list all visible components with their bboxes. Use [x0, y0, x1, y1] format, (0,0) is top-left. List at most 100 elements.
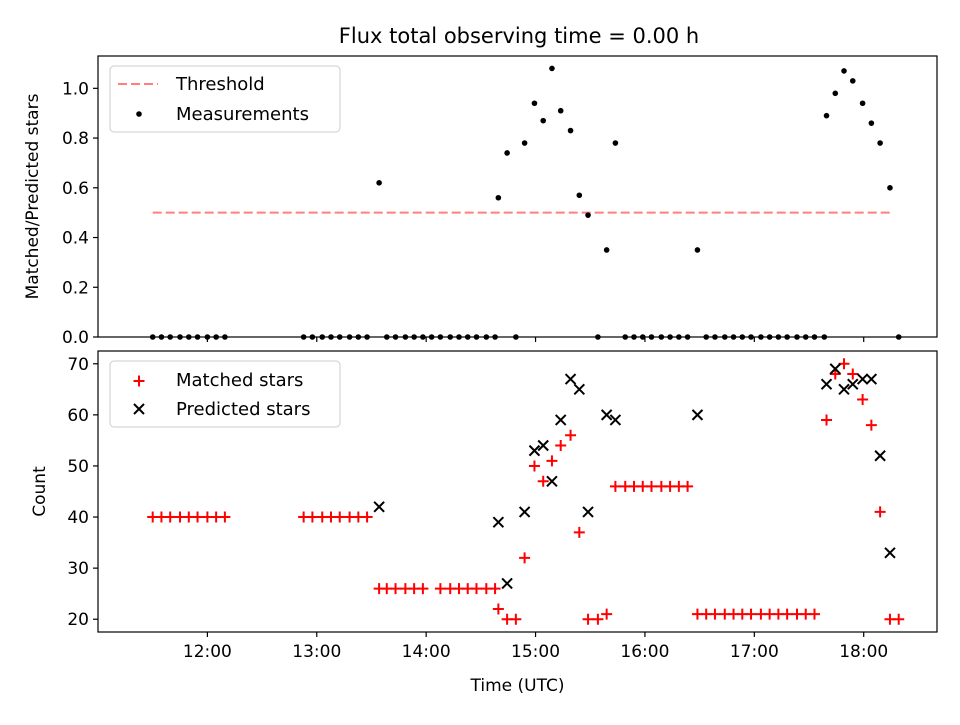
matched-star-point [334, 511, 346, 523]
y-axis-label: Count [30, 466, 50, 517]
measurement-point [540, 117, 547, 124]
y-tick-label: 0.4 [62, 229, 89, 249]
measurement-point [832, 90, 839, 97]
legend-measurements-swatch [136, 111, 142, 117]
measurement-point [841, 68, 847, 74]
matched-star-point [510, 613, 522, 625]
predicted-star-point [582, 506, 594, 518]
predicted-star-point [555, 414, 567, 426]
matched-star-point [219, 511, 231, 523]
y-tick-label: 0.6 [62, 179, 89, 199]
matched-star-point [874, 506, 886, 518]
plot-frame [97, 55, 938, 338]
legend-box [109, 360, 341, 428]
matched-star-point [829, 368, 841, 380]
measurement-point [823, 112, 830, 119]
x-tick-label: 18:00 [839, 642, 888, 662]
matched-star-point [609, 480, 621, 492]
y-tick-label: 70 [67, 355, 89, 375]
matched-star-point [893, 613, 905, 625]
legend-matched-swatch [133, 375, 145, 387]
measurement-point [849, 78, 856, 84]
predicted-star-point [820, 378, 833, 390]
y-tick-label: 0.0 [62, 328, 89, 348]
measurement-point [376, 180, 382, 186]
x-tick-label: 14:00 [402, 642, 451, 662]
matched-star-point [838, 358, 850, 370]
legend-predicted-swatch [133, 403, 145, 415]
matched-star-point [601, 608, 613, 620]
predicted-star-point [546, 475, 558, 487]
measurement-point [549, 65, 555, 72]
measurement-point [585, 212, 591, 218]
legend: Threshold Measurements [109, 65, 341, 133]
x-axis-label: Time (UTC) [470, 676, 565, 696]
measurement-point [531, 100, 538, 107]
measurement-point [859, 100, 866, 107]
predicted-star-point [373, 501, 385, 513]
predicted-star-point [564, 373, 577, 385]
matched-star-point [164, 511, 176, 523]
matched-star-point [537, 475, 549, 487]
predicted-star-point [528, 444, 541, 457]
matched-star-point [528, 460, 540, 472]
y-tick-label: 30 [67, 559, 89, 579]
y-tick-label: 0.2 [62, 278, 89, 298]
x-tick-label: 16:00 [620, 642, 669, 662]
predicted-star-point [518, 506, 531, 518]
matched-star-point [565, 429, 577, 441]
predicted-star-point [856, 373, 869, 385]
legend-measurements-label: Measurements [176, 104, 309, 125]
predicted-star-point [609, 414, 622, 426]
matched-star-point [808, 608, 820, 620]
matched-star-point [709, 608, 721, 620]
measurement-point [877, 140, 883, 146]
measurement-point [576, 192, 583, 199]
matched-star-point [847, 368, 859, 380]
matched-star-point [470, 583, 482, 595]
y-tick-label: 50 [67, 457, 89, 477]
matched-star-point [865, 419, 877, 431]
matched-star-point [306, 511, 318, 523]
chart-title: Flux total observing time = 0.00 h [339, 24, 699, 48]
y-tick-label: 0.8 [62, 129, 89, 149]
matched-star-point [192, 511, 204, 523]
measurement-point [567, 127, 574, 134]
measurement-point [521, 140, 528, 146]
predicted-star-point [838, 383, 850, 396]
x-tick-label: 12:00 [183, 642, 232, 662]
predicted-star-point [847, 378, 859, 390]
legend-threshold-label: Threshold [175, 74, 265, 95]
y-tick-label: 40 [67, 508, 89, 528]
matched-star-point [592, 613, 604, 625]
measurement-point [694, 247, 701, 253]
matched-star-point [573, 526, 585, 538]
matched-star-point [682, 480, 694, 492]
predicted-star-point [501, 577, 513, 590]
matched-star-point [555, 440, 567, 452]
matched-star-point [519, 552, 531, 564]
matched-star-point [492, 603, 504, 615]
matched-star-point [781, 608, 793, 620]
matched-star-point [582, 613, 594, 625]
bottom-panel: 12:00 13:00 14:00 15:00 16:00 17:00 18:00 20 30 4… [30, 350, 938, 696]
matched-star-point [434, 583, 446, 595]
matched-star-point [546, 455, 558, 467]
legend-matched-label: Matched stars [176, 370, 303, 391]
measurement-point [887, 184, 893, 191]
plot-frame [97, 350, 938, 633]
predicted-star-point [884, 547, 896, 559]
measurement-point [557, 107, 564, 114]
predicted-star-point [600, 409, 613, 421]
y-axis-label: Matched/Predicted stars [23, 93, 43, 299]
matched-star-point [390, 583, 402, 595]
matched-star-point [361, 511, 373, 523]
predicted-star-point [492, 516, 505, 528]
top-panel: 0.0 0.2 0.4 0.6 0.8 1.0 Matched/Predicted star… [23, 55, 938, 348]
matched-star-point [821, 414, 833, 426]
measurement-point [504, 150, 510, 156]
predicted-star-point [865, 373, 878, 385]
predicted-star-point [829, 363, 841, 375]
matched-star-point [489, 583, 501, 595]
